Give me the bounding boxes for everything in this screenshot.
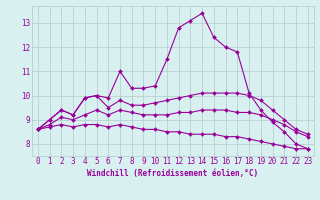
X-axis label: Windchill (Refroidissement éolien,°C): Windchill (Refroidissement éolien,°C) <box>87 169 258 178</box>
